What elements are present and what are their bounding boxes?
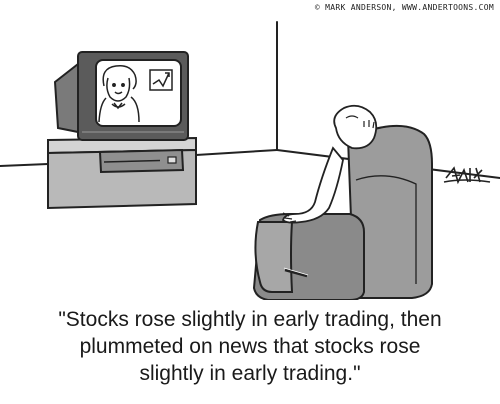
television <box>53 51 189 141</box>
caption-line-3: slightly in early trading." <box>139 362 361 385</box>
caption-line-1: "Stocks rose slightly in early trading, … <box>58 308 442 331</box>
viewer-man <box>281 104 378 224</box>
chart-up-icon <box>149 69 173 91</box>
armchair <box>252 125 433 300</box>
news-anchor <box>98 64 140 123</box>
cartoon-illustration <box>0 21 500 300</box>
artist-signature <box>443 166 491 185</box>
cartoon-caption: "Stocks rose slightly in early trading, … <box>10 306 490 387</box>
copyright-notice: © MARK ANDERSON, WWW.ANDERTOONS.COM <box>314 3 494 12</box>
caption-line-2: plummeted on news that stocks rose <box>79 335 421 358</box>
tv-stand <box>47 136 197 210</box>
